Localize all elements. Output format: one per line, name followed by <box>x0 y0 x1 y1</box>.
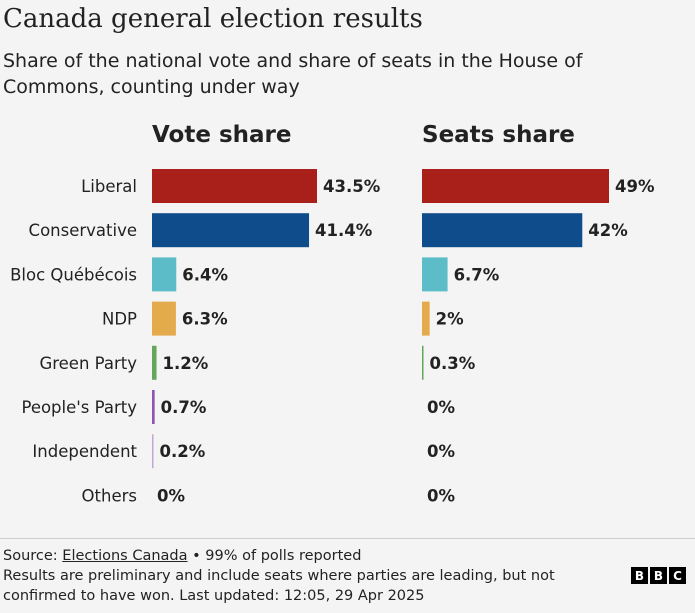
bar <box>152 257 177 292</box>
bar <box>422 257 448 292</box>
source-suffix: • 99% of polls reported <box>187 548 362 564</box>
data-label: 0.3% <box>430 354 476 373</box>
bbc-logo-letter: B <box>650 567 667 584</box>
data-label: 6.7% <box>454 265 500 284</box>
category-label: Conservative <box>29 221 137 240</box>
category-label: People's Party <box>21 398 137 417</box>
chart-title: Canada general election results <box>3 4 423 34</box>
bbc-logo-letter: C <box>669 567 686 584</box>
data-label: 41.4% <box>315 221 373 240</box>
bbc-logo-letter: B <box>631 567 648 584</box>
category-label: Bloc Québécois <box>10 265 137 284</box>
data-label: 0% <box>427 398 455 417</box>
data-label: 0% <box>427 486 455 505</box>
source-prefix: Source: <box>3 548 63 564</box>
data-label: 0.7% <box>161 398 207 417</box>
bar <box>422 169 609 203</box>
bar <box>152 213 310 248</box>
panel-title: Seats share <box>422 122 575 148</box>
bar <box>422 345 424 380</box>
bar <box>152 301 176 336</box>
category-label: Liberal <box>81 177 137 196</box>
data-label: 49% <box>615 177 655 196</box>
category-label: Green Party <box>39 354 137 373</box>
data-label: 0.2% <box>160 442 206 461</box>
source-link[interactable]: Elections Canada <box>62 548 188 564</box>
bbc-logo: B B C <box>631 567 686 584</box>
data-label: 6.3% <box>182 310 228 329</box>
footer: Source: Elections Canada • 99% of polls … <box>3 546 623 606</box>
data-label: 43.5% <box>323 177 381 196</box>
bar <box>152 169 317 203</box>
footer-note: Results are preliminary and include seat… <box>3 568 555 604</box>
chart-subtitle: Share of the national vote and share of … <box>3 50 583 98</box>
data-label: 2% <box>436 310 464 329</box>
bar <box>152 390 155 424</box>
bar <box>422 213 583 248</box>
footer-divider <box>0 538 695 539</box>
category-label: NDP <box>102 310 137 329</box>
bar <box>422 301 430 336</box>
data-label: 42% <box>588 221 628 240</box>
data-label: 0% <box>157 486 185 505</box>
data-label: 0% <box>427 442 455 461</box>
category-label: Independent <box>32 442 137 461</box>
bar <box>152 345 157 380</box>
bar <box>152 434 154 469</box>
source-line: Source: Elections Canada • 99% of polls … <box>3 546 623 566</box>
chart-area: Liberal Conservative Bloc Québécois NDP Gree… <box>10 122 655 505</box>
panel-title: Vote share <box>152 122 291 148</box>
data-label: 6.4% <box>182 265 228 284</box>
category-label: Others <box>82 486 137 505</box>
data-label: 1.2% <box>163 354 209 373</box>
